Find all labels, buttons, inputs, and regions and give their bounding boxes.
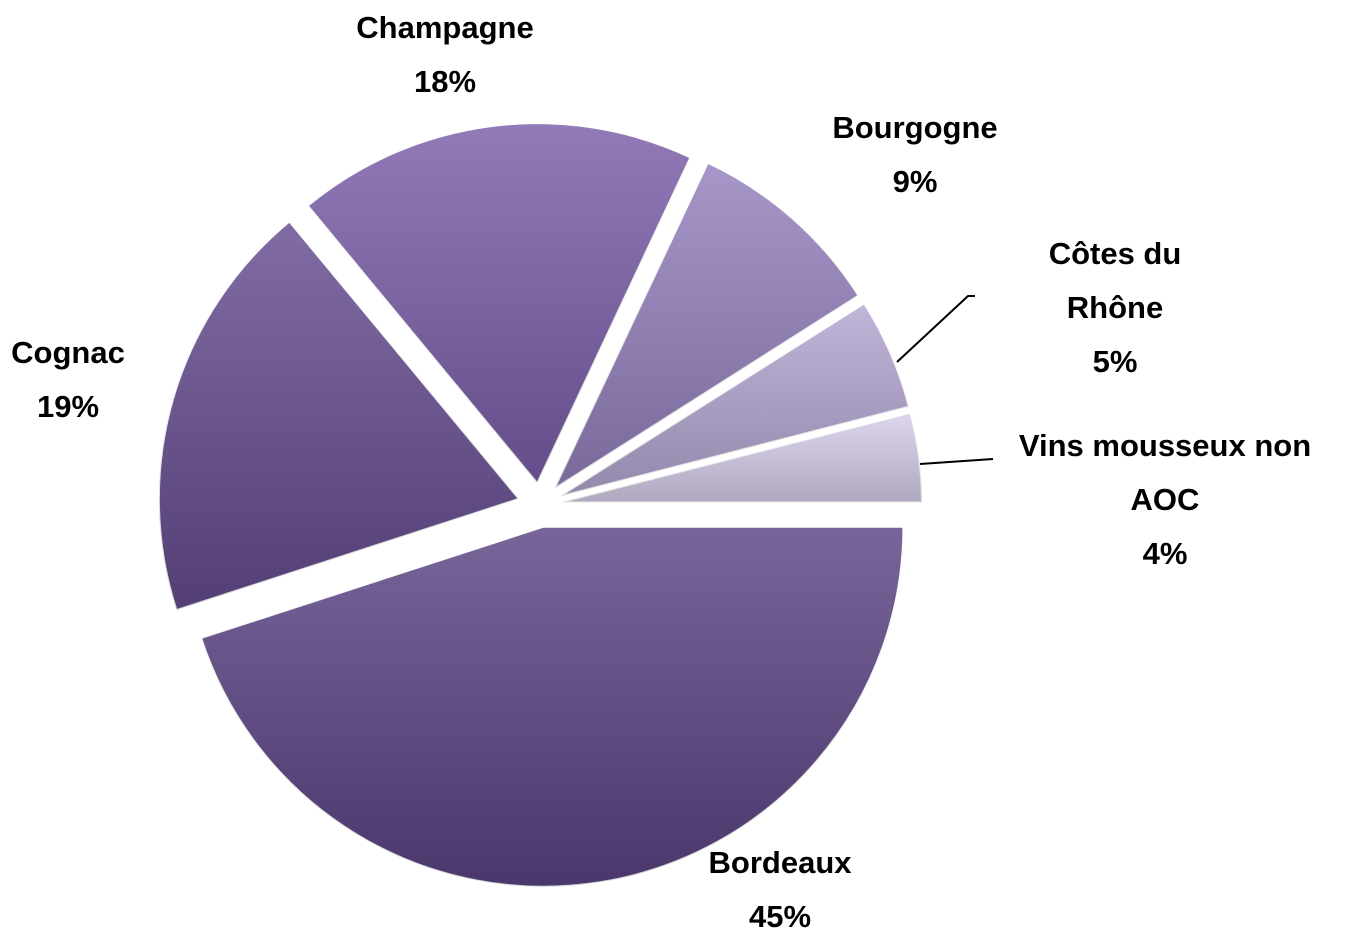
- value-label: 18%: [413, 64, 477, 99]
- slice-shade: [560, 303, 909, 497]
- slice-shade: [554, 162, 859, 489]
- category-label: Côtes du Rhône: [1048, 236, 1182, 325]
- leader-line: [919, 458, 994, 465]
- slice-shade: [201, 526, 904, 887]
- value-label: 45%: [748, 899, 812, 934]
- value-label: 5%: [1092, 344, 1138, 379]
- slice-shade: [561, 412, 922, 503]
- data-label: Vins mousseux non AOC 4%: [990, 419, 1340, 581]
- leader-line: [896, 295, 975, 363]
- category-label: Bourgogne: [832, 110, 998, 145]
- data-label: Champagne 18%: [356, 1, 533, 109]
- category-label: Bordeaux: [708, 845, 852, 880]
- value-label: 9%: [892, 164, 938, 199]
- slice-shade: [158, 221, 519, 611]
- data-label: Bordeaux 45%: [709, 836, 852, 944]
- data-label: Cognac 19%: [11, 326, 125, 434]
- value-label: 4%: [1142, 536, 1188, 571]
- category-label: Champagne: [356, 10, 534, 45]
- data-label: Bourgogne 9%: [832, 101, 997, 209]
- value-label: 19%: [36, 389, 100, 424]
- category-label: Cognac: [11, 335, 125, 370]
- slice-shade: [307, 123, 691, 484]
- data-label: Côtes du Rhône 5%: [999, 227, 1231, 389]
- category-label: Vins mousseux non AOC: [1018, 428, 1312, 517]
